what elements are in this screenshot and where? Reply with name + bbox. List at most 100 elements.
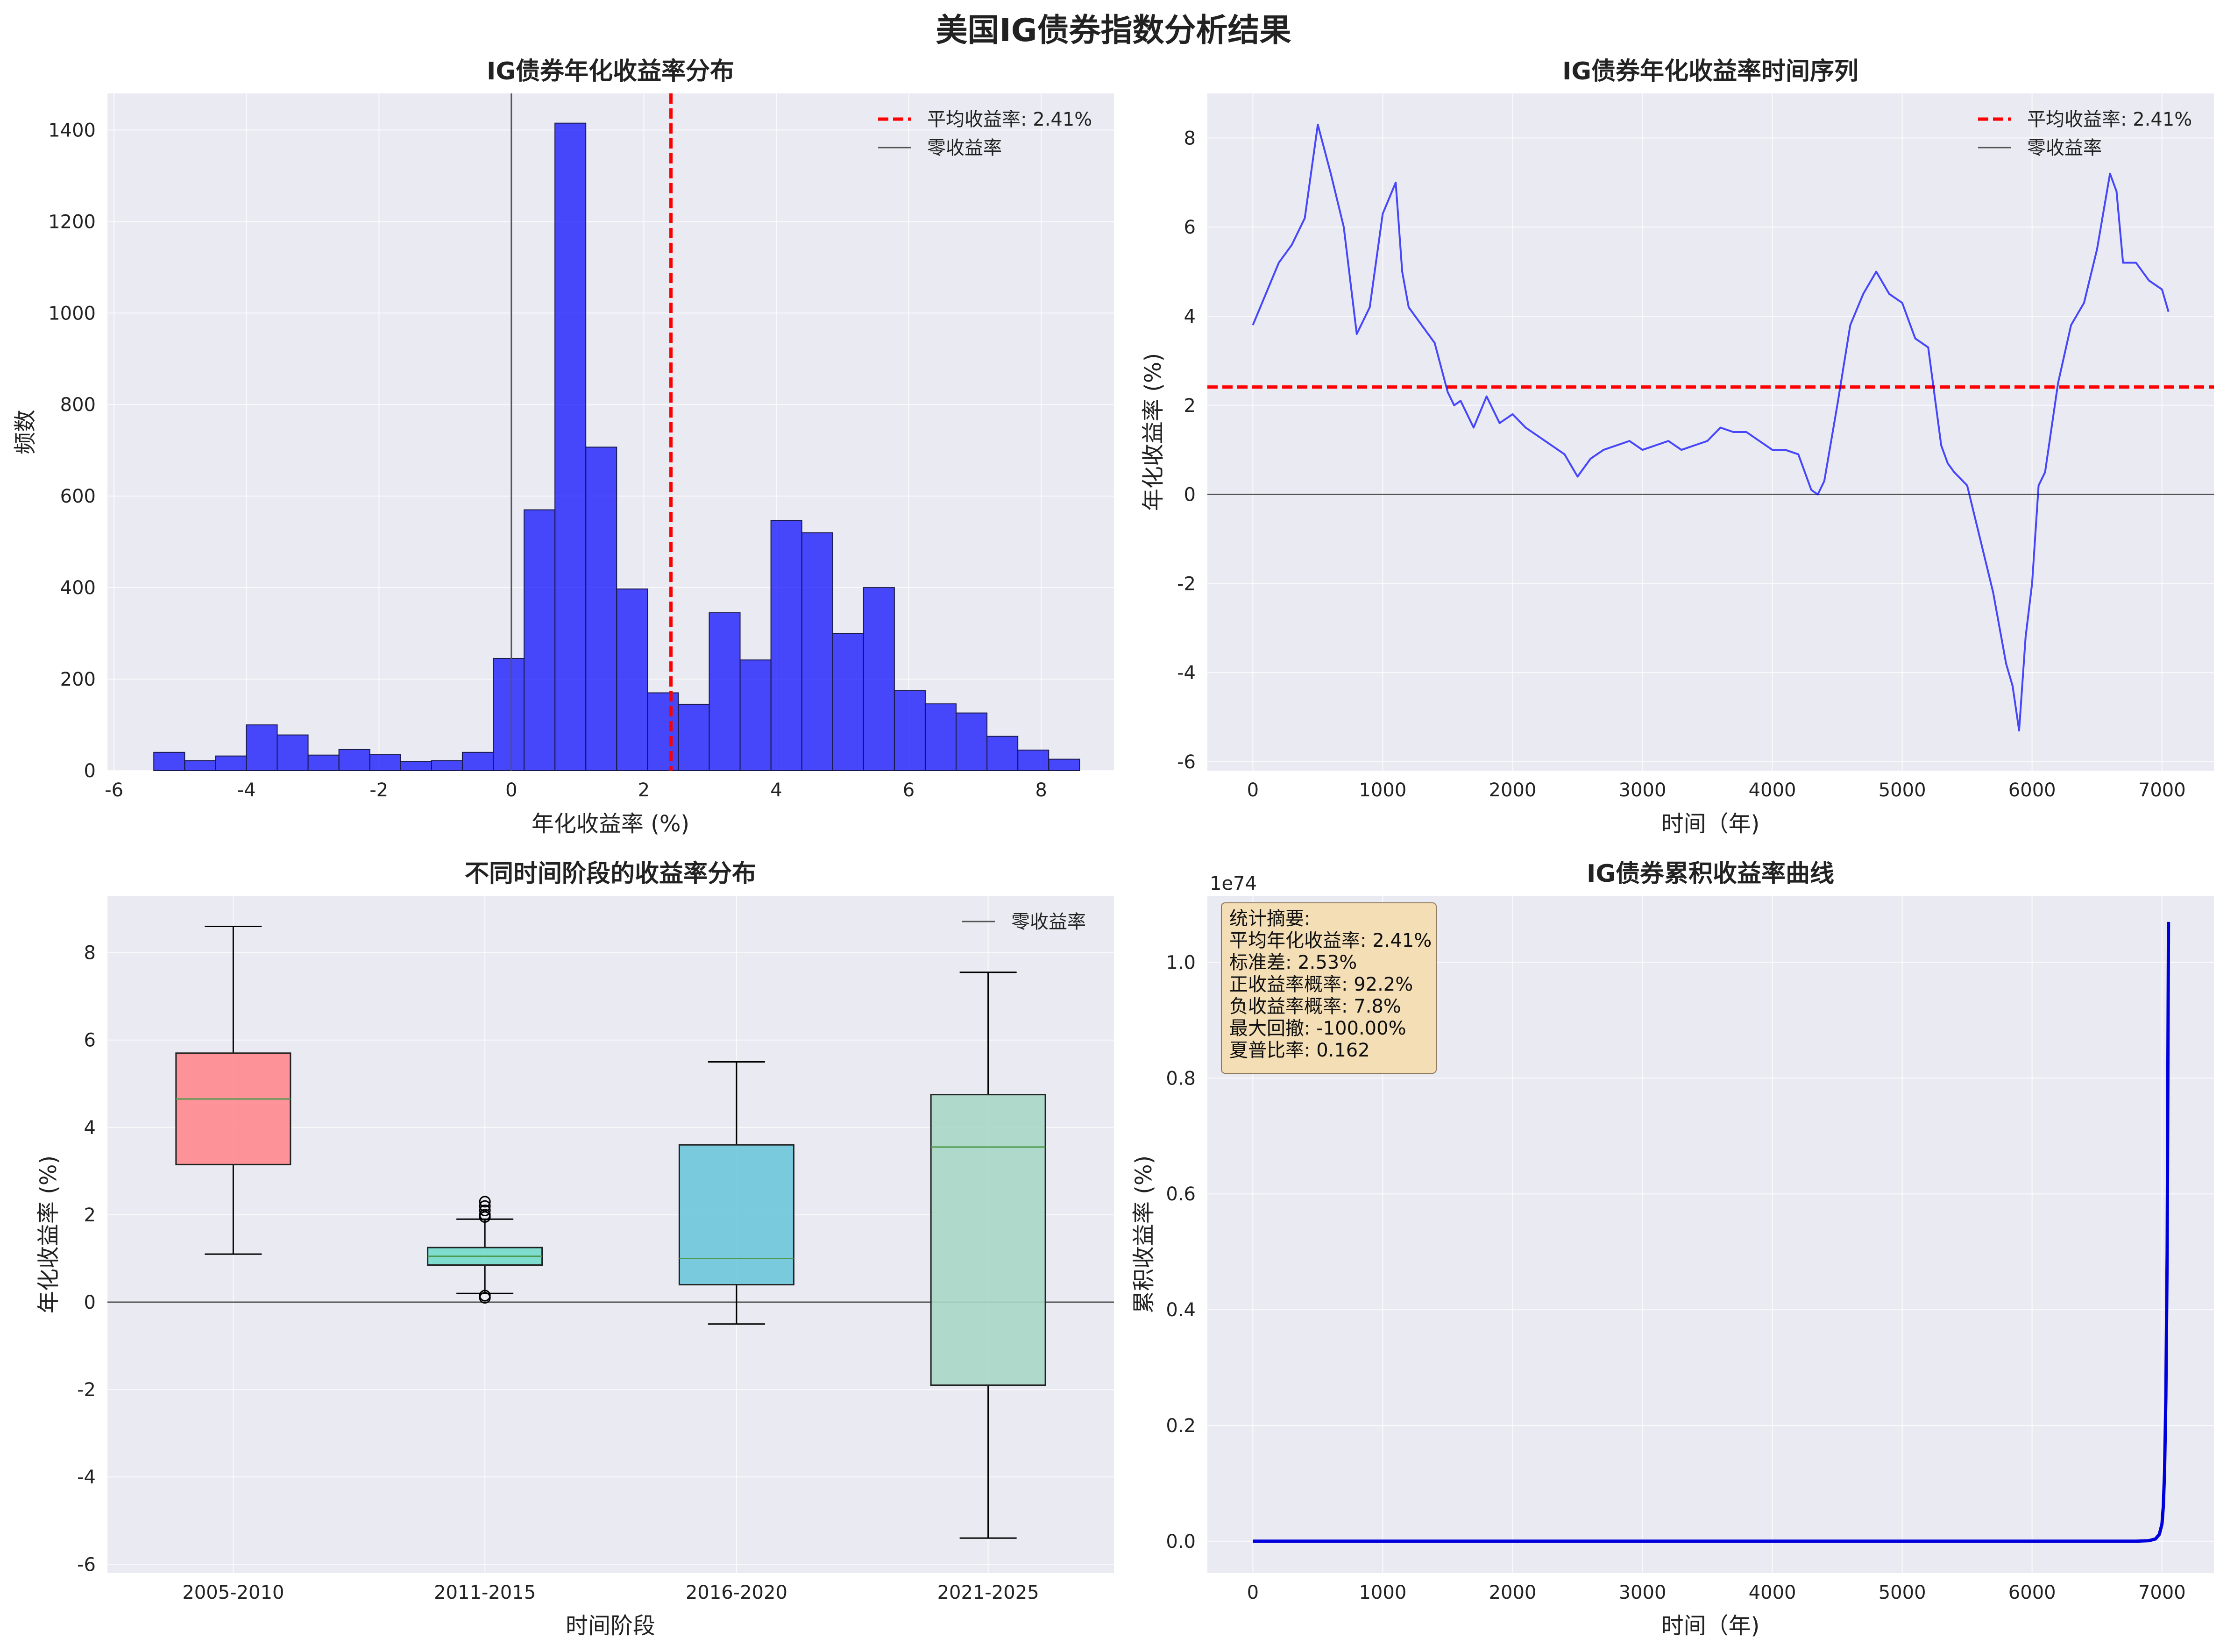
histogram-bar xyxy=(338,749,370,771)
y-tick-label: 1000 xyxy=(48,303,96,324)
y-tick-label: 0 xyxy=(84,1292,96,1313)
y-tick-label: 600 xyxy=(60,486,96,507)
histogram-bar xyxy=(863,587,895,772)
return-series-line xyxy=(1252,123,2170,732)
legend-zero-label: 零收益率 xyxy=(2027,137,2102,159)
histogram-bar xyxy=(246,724,278,771)
cumulative-return-line xyxy=(1253,922,2170,1543)
x-tick-label: 2000 xyxy=(1489,1582,1537,1603)
legend-mean-label: 平均收益率: 2.41% xyxy=(927,109,1092,130)
histogram-bar xyxy=(431,760,463,771)
box-body xyxy=(678,1144,794,1286)
x-tick-label: 2016-2020 xyxy=(686,1582,787,1603)
histogram-bar xyxy=(461,752,494,771)
histogram-bar xyxy=(678,703,710,772)
cumulative-offset-text: 1e74 xyxy=(1210,873,1257,894)
histogram-bar xyxy=(616,588,648,771)
histogram-bar xyxy=(369,754,401,772)
x-tick-label: 2011-2015 xyxy=(434,1582,536,1603)
y-tick-label: 0.8 xyxy=(1166,1068,1196,1089)
box-body xyxy=(930,1094,1046,1386)
y-tick-label: 1400 xyxy=(48,120,96,141)
histogram-legend: 平均收益率: 2.41% 零收益率 xyxy=(878,109,1092,159)
box-body xyxy=(175,1052,291,1165)
y-tick-label: -2 xyxy=(77,1379,96,1401)
histogram-bar xyxy=(801,532,833,771)
y-tick-label: 1200 xyxy=(48,211,96,233)
x-tick-label: -2 xyxy=(369,780,388,801)
x-tick-label: 5000 xyxy=(1879,1582,1926,1603)
y-tick-label: 0.2 xyxy=(1166,1415,1196,1437)
y-tick-label: -4 xyxy=(77,1467,96,1488)
x-tick-label: 5000 xyxy=(1879,780,1926,801)
timeseries-xlabel: 时间（年) xyxy=(1661,811,1760,837)
legend-zero-label: 零收益率 xyxy=(927,137,1002,159)
x-tick-label: -6 xyxy=(105,780,123,801)
y-tick-label: 1.0 xyxy=(1166,952,1196,974)
box-outlier-point xyxy=(479,1196,491,1208)
histogram-bar xyxy=(400,761,432,771)
y-tick-label: 2 xyxy=(1184,395,1196,417)
histogram-bar xyxy=(709,612,741,772)
x-tick-label: 2000 xyxy=(1489,780,1537,801)
histogram-bar xyxy=(1048,759,1080,771)
figure-suptitle: 美国IG债券指数分析结果 xyxy=(936,12,1291,49)
x-tick-label: 4 xyxy=(770,780,782,801)
y-tick-label: 800 xyxy=(60,394,96,416)
x-tick-label: -4 xyxy=(237,780,256,801)
x-tick-label: 6000 xyxy=(2008,1582,2056,1603)
y-tick-label: 2 xyxy=(84,1205,96,1226)
histogram-bar xyxy=(647,692,679,771)
x-tick-label: 0 xyxy=(505,780,517,801)
box-outlier-point xyxy=(479,1290,491,1302)
x-tick-label: 3000 xyxy=(1619,780,1667,801)
box-outlier-point xyxy=(479,1200,491,1212)
cumulative-panel: 0 1000 2000 3000 4000 5000 6000 7000 0.0 0.2 0.4 0… xyxy=(1131,860,2214,1639)
histogram-title: IG债券年化收益率分布 xyxy=(487,57,734,85)
legend-zero-label: 零收益率 xyxy=(1011,911,1086,933)
x-tick-label: 7000 xyxy=(2138,780,2186,801)
x-tick-label: 2021-2025 xyxy=(937,1582,1039,1603)
x-tick-label: 4000 xyxy=(1749,1582,1796,1603)
y-tick-label: 0 xyxy=(84,760,96,782)
y-tick-label: 6 xyxy=(1184,217,1196,238)
y-tick-label: -6 xyxy=(77,1554,96,1575)
box-outlier-point xyxy=(479,1209,491,1221)
y-tick-label: 0.6 xyxy=(1166,1184,1196,1205)
histogram-bar xyxy=(524,509,556,771)
x-tick-label: 4000 xyxy=(1749,780,1796,801)
boxplot-panel: 2005-2010 2011-2015 2016-2020 2021-2025 -6 -… xyxy=(35,860,1114,1639)
stats-line: 统计摘要: xyxy=(1229,908,1310,929)
histogram-bar xyxy=(894,690,926,771)
stats-line: 正收益率概率: 92.2% xyxy=(1229,974,1413,995)
y-tick-label: 0 xyxy=(1184,484,1196,506)
histogram-bar xyxy=(554,122,587,772)
timeseries-legend: 平均收益率: 2.41% 零收益率 xyxy=(1978,109,2192,159)
histogram-bar xyxy=(215,755,247,772)
histogram-ylabel: 频数 xyxy=(12,410,38,454)
stats-line: 夏普比率: 0.162 xyxy=(1229,1040,1370,1061)
x-tick-label: 6000 xyxy=(2008,780,2056,801)
y-tick-label: 0.0 xyxy=(1166,1531,1196,1553)
x-tick-label: 1000 xyxy=(1359,780,1406,801)
boxplot-legend: 零收益率 xyxy=(962,911,1086,933)
y-tick-label: 4 xyxy=(84,1117,96,1139)
boxplot-xlabel: 时间阶段 xyxy=(566,1613,655,1639)
cumulative-xlabel: 时间（年) xyxy=(1661,1613,1760,1639)
histogram-bar xyxy=(184,760,216,771)
y-tick-label: 8 xyxy=(84,943,96,964)
stats-line: 标准差: 2.53% xyxy=(1229,952,1357,973)
stats-box: 统计摘要: 平均年化收益率: 2.41% 标准差: 2.53% 正收益率概率: … xyxy=(1221,902,1437,1074)
box-outlier-point xyxy=(479,1205,491,1217)
boxplot-ylabel: 年化收益率 (%) xyxy=(35,1156,62,1313)
histogram-bar xyxy=(770,520,802,772)
x-tick-label: 7000 xyxy=(2138,1582,2186,1603)
stats-line: 最大回撤: -100.00% xyxy=(1229,1018,1406,1039)
histogram-panel: -6 -4 -2 0 2 4 6 8 0 200 400 600 800 1000 1200 1400 IG… xyxy=(12,57,1114,837)
y-tick-label: 0.4 xyxy=(1166,1299,1196,1321)
legend-mean-label: 平均收益率: 2.41% xyxy=(2027,109,2192,130)
y-tick-label: 6 xyxy=(84,1030,96,1051)
y-tick-label: 200 xyxy=(60,669,96,690)
y-tick-label: -2 xyxy=(1177,573,1196,595)
